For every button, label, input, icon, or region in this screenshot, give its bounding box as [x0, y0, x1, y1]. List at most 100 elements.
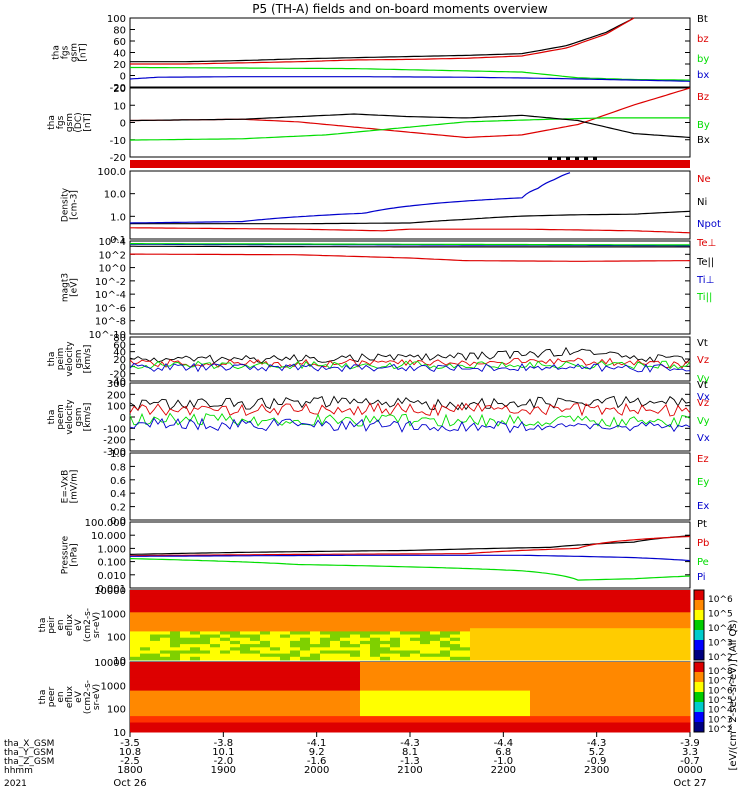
heatmap-cell — [640, 706, 651, 711]
heatmap-cell — [540, 706, 551, 711]
heatmap-cell — [320, 700, 331, 704]
y-tick-label: 10 — [113, 101, 126, 112]
heatmap-cell — [410, 599, 421, 604]
heatmap-cell — [680, 631, 691, 636]
heatmap-cell — [340, 625, 351, 629]
heatmap-cell — [180, 668, 191, 673]
heatmap-cell — [390, 674, 401, 679]
heatmap-cell — [620, 621, 631, 626]
heatmap-cell — [250, 625, 261, 629]
heatmap-cell — [190, 690, 201, 695]
heatmap-cell — [140, 677, 151, 682]
heatmap-cell — [190, 621, 201, 626]
heatmap-cell — [370, 605, 381, 610]
heatmap-cell — [130, 690, 141, 695]
heatmap-cell — [640, 612, 651, 616]
heatmap-cell — [220, 706, 231, 711]
heatmap-cell — [370, 602, 381, 607]
heatmap-cell — [190, 656, 201, 661]
series-line-Te⊥ — [130, 253, 691, 262]
heatmap-cell — [330, 599, 341, 604]
heatmap-cell — [370, 640, 381, 645]
heatmap-cell — [280, 716, 291, 720]
heatmap-cell — [650, 674, 661, 679]
heatmap-cell — [500, 677, 511, 682]
heatmap-cell — [440, 674, 451, 679]
heatmap-cell — [670, 640, 681, 645]
heatmap-cell — [170, 725, 181, 730]
heatmap-cell — [600, 640, 611, 645]
heatmap-cell — [550, 719, 561, 723]
heatmap-cell — [570, 703, 581, 708]
heatmap-cell — [590, 687, 601, 692]
heatmap-cell — [170, 662, 181, 666]
heatmap-cell — [600, 665, 611, 669]
heatmap-cell — [380, 631, 391, 636]
heatmap-cell — [420, 599, 431, 604]
heatmap-cell — [170, 728, 181, 733]
heatmap-cell — [220, 690, 231, 695]
heatmap-cell — [370, 687, 381, 692]
heatmap-cell — [490, 722, 501, 727]
y-axis-label: tha — [38, 618, 48, 633]
heatmap-cell — [550, 656, 561, 661]
heatmap-cell — [440, 612, 451, 616]
heatmap-cell — [290, 644, 301, 648]
heatmap-cell — [130, 640, 141, 645]
panel-4: magt3 [eV]10^410^210^010^-210^-410^-610^-… — [61, 237, 717, 341]
heatmap-cell — [660, 674, 671, 679]
heatmap-cell — [170, 709, 181, 714]
heatmap-cell — [280, 700, 291, 704]
heatmap-cell — [190, 687, 201, 692]
heatmap-cell — [230, 677, 241, 682]
heatmap-cell — [420, 625, 431, 629]
heatmap-cell — [500, 681, 511, 685]
heatmap-cell — [220, 625, 231, 629]
heatmap-cell — [560, 725, 571, 730]
heatmap-cell — [380, 640, 391, 645]
heatmap-cell — [630, 599, 641, 604]
heatmap-cell — [670, 653, 681, 658]
legend-label: bz — [697, 34, 709, 45]
heatmap-cell — [570, 599, 581, 604]
heatmap-cell — [480, 668, 491, 673]
heatmap-cell — [330, 690, 341, 695]
heatmap-cell — [340, 640, 351, 645]
heatmap-cell — [490, 612, 501, 616]
y-axis-label: velocity — [65, 399, 75, 435]
heatmap-cell — [350, 625, 361, 629]
heatmap-cell — [310, 668, 321, 673]
heatmap-cell — [200, 653, 211, 658]
colorbar-segment — [694, 692, 704, 703]
heatmap-cell — [600, 628, 611, 632]
heatmap-cell — [220, 637, 231, 642]
heatmap-cell — [170, 665, 181, 669]
heatmap-cell — [400, 593, 411, 597]
heatmap-cell — [140, 712, 151, 717]
heatmap-cell — [240, 615, 251, 620]
heatmap-cell — [320, 628, 331, 632]
heatmap-cell — [330, 665, 341, 669]
heatmap-cell — [410, 634, 421, 639]
heatmap-cell — [200, 640, 211, 645]
y-axis-label: gsm — [74, 407, 84, 426]
heatmap-cell — [360, 677, 371, 682]
heatmap-cell — [210, 684, 221, 688]
heatmap-cell — [390, 681, 401, 685]
heatmap-cell — [390, 602, 401, 607]
heatmap-cell — [450, 625, 461, 629]
heatmap-cell — [300, 662, 311, 666]
heatmap-cell — [360, 602, 371, 607]
heatmap-cell — [460, 674, 471, 679]
heatmap-cell — [340, 634, 351, 639]
heatmap-cell — [270, 609, 281, 613]
heatmap-cell — [400, 647, 411, 651]
heatmap-cell — [370, 697, 381, 701]
heatmap-cell — [150, 719, 161, 723]
heatmap-cell — [420, 728, 431, 733]
heatmap-cell — [600, 674, 611, 679]
heatmap-cell — [330, 625, 341, 629]
heatmap-cell — [280, 605, 291, 610]
heatmap-cell — [450, 602, 461, 607]
heatmap-cell — [650, 653, 661, 658]
